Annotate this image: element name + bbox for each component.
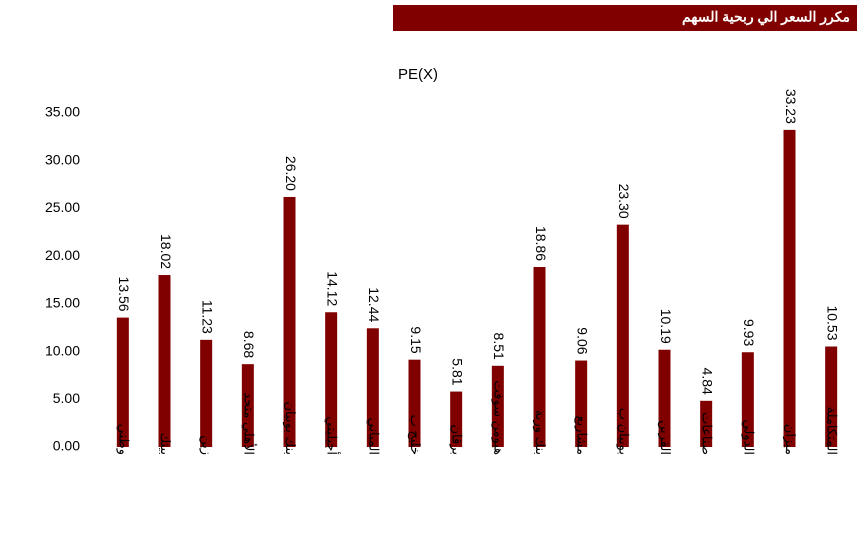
- chart-title: PE(X): [398, 66, 438, 83]
- y-tick-label: 35.00: [45, 104, 80, 120]
- bar: [200, 339, 213, 447]
- value-label: 26.20: [283, 156, 299, 191]
- bar: [575, 360, 588, 447]
- x-tick-label: الدولي: [740, 420, 756, 455]
- y-tick-label: 5.00: [53, 390, 80, 406]
- x-tick-label: بيتك: [158, 433, 173, 455]
- bar: [283, 196, 296, 447]
- header-title: مكرر السعر الي ربحية السهم: [682, 9, 850, 26]
- x-tick-label: بوبيان ب: [615, 408, 631, 455]
- y-tick-label: 25.00: [45, 199, 80, 215]
- bar: [450, 391, 463, 447]
- x-tick-label: وطني: [115, 424, 131, 455]
- x-tick-label: الأهلي متحد: [241, 392, 257, 455]
- value-label: 8.51: [491, 333, 507, 360]
- bar: [366, 328, 379, 447]
- x-tick-label: برقان: [449, 424, 465, 455]
- bar: [741, 352, 754, 447]
- bar: [158, 275, 171, 447]
- bar: [116, 317, 129, 447]
- bar: [658, 349, 671, 447]
- bar: [325, 312, 338, 447]
- value-label: 14.12: [324, 271, 340, 306]
- value-label: 10.53: [824, 305, 840, 340]
- bar: [700, 400, 713, 447]
- bar: [783, 129, 796, 447]
- bar: [241, 364, 254, 447]
- x-tick-label: القرين: [657, 420, 673, 455]
- value-label: 9.93: [741, 319, 757, 346]
- x-tick-label: ميزان: [782, 424, 798, 455]
- value-label: 12.44: [366, 287, 382, 322]
- value-label: 9.06: [574, 327, 590, 354]
- y-tick-label: 30.00: [45, 151, 80, 167]
- value-label: 18.02: [158, 234, 174, 269]
- value-label: 18.86: [533, 226, 549, 261]
- x-tick-label: أجيليتي: [325, 416, 341, 455]
- value-label: 4.84: [699, 368, 715, 395]
- header-bar: [393, 5, 857, 31]
- value-label: 9.15: [408, 326, 424, 353]
- x-tick-label: صناعات: [700, 412, 715, 455]
- bar: [533, 267, 546, 447]
- value-label: 11.23: [199, 300, 215, 334]
- y-tick-label: 15.00: [45, 295, 80, 311]
- x-tick-label: خليج ب: [407, 414, 423, 455]
- x-tick-label: زين: [199, 435, 215, 455]
- x-tick-label: مشاريع: [574, 416, 590, 455]
- value-label: 33.23: [783, 89, 799, 124]
- bar: [491, 365, 504, 447]
- value-label: 10.19: [658, 309, 674, 344]
- x-tick-label: بنك بوبيان: [282, 402, 298, 456]
- y-tick-label: 10.00: [45, 342, 80, 358]
- x-tick-label: المتكاملة: [825, 407, 840, 455]
- value-label: 13.56: [116, 277, 132, 312]
- value-label: 5.81: [449, 358, 465, 385]
- y-tick-label: 20.00: [45, 247, 80, 263]
- bar: [616, 224, 629, 447]
- value-label: 8.68: [241, 331, 257, 358]
- value-label: 23.30: [616, 184, 632, 219]
- x-tick-label: هيومن سوفت: [490, 380, 506, 455]
- x-tick-label: المباني: [366, 418, 381, 455]
- y-tick-label: 0.00: [53, 438, 80, 454]
- x-tick-label: بنك وربة: [532, 410, 548, 455]
- bar: [408, 359, 421, 447]
- bar: [825, 346, 838, 447]
